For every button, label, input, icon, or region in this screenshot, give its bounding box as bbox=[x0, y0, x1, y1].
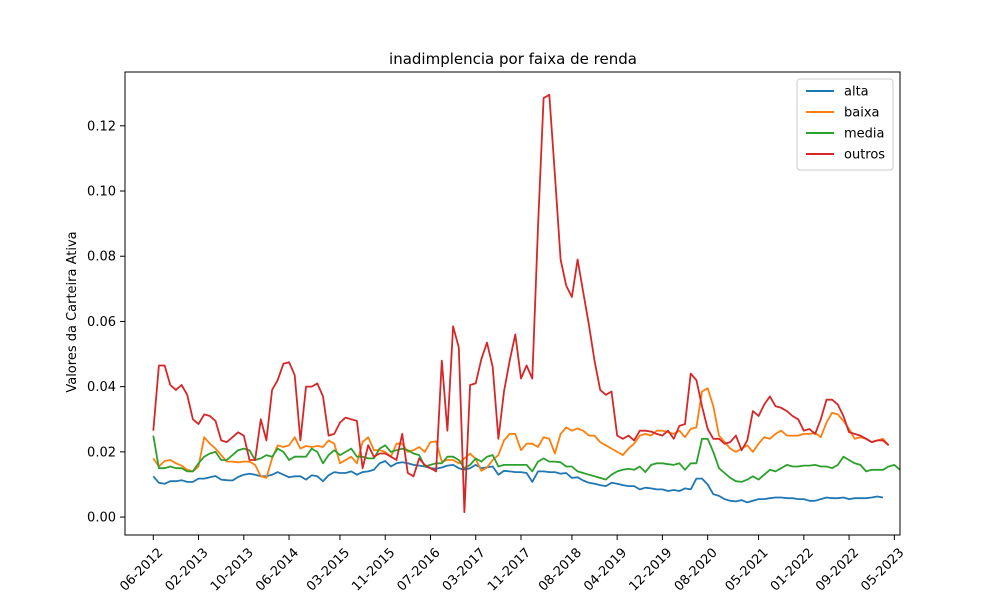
y-tick-label: 0.04 bbox=[87, 380, 116, 395]
series-line-alta bbox=[152, 460, 884, 504]
axes-layer: 0.00 0.02 0.04 0.06 0.08 0.10 0.12 06-201202-20… bbox=[87, 71, 907, 594]
x-tick-label: 05-2021 bbox=[723, 545, 772, 594]
legend-box bbox=[796, 78, 894, 171]
x-tick-label: 06-2012 bbox=[117, 545, 166, 594]
x-tick-label: 11-2015 bbox=[349, 545, 398, 594]
chart-title: inadimplencia por faixa de renda bbox=[389, 50, 637, 68]
legend-label-alta: alta bbox=[844, 85, 869, 100]
series-line-outros bbox=[152, 93, 890, 514]
legend-label-outros: outros bbox=[844, 148, 885, 163]
y-tick-label: 0.02 bbox=[87, 445, 116, 460]
series-layer bbox=[152, 93, 901, 514]
x-tick-label: 12-2019 bbox=[626, 545, 675, 594]
x-tick-label: 01-2022 bbox=[768, 545, 817, 594]
x-tick-label: 09-2022 bbox=[813, 545, 862, 594]
x-tick-label: 08-2018 bbox=[536, 545, 585, 594]
y-axis-title: Valores da Carteira Ativa bbox=[65, 231, 80, 392]
series-line-baixa bbox=[152, 387, 890, 479]
y-tick-label: 0.12 bbox=[87, 119, 116, 134]
x-tick-label: 07-2016 bbox=[395, 545, 444, 594]
x-tick-label: 03-2017 bbox=[440, 545, 489, 594]
series-line-media bbox=[152, 435, 901, 483]
x-tick-label: 03-2015 bbox=[304, 545, 353, 594]
legend-label-baixa: baixa bbox=[844, 106, 880, 121]
x-tick-label: 06-2014 bbox=[253, 545, 302, 594]
plot-frame bbox=[124, 71, 901, 536]
x-tick-label: 05-2023 bbox=[858, 545, 907, 594]
x-tick-label: 04-2019 bbox=[581, 545, 630, 594]
x-tick-label: 08-2020 bbox=[672, 545, 721, 594]
x-tick-label: 11-2017 bbox=[485, 545, 534, 594]
x-tick-label: 02-2013 bbox=[163, 545, 212, 594]
y-tick-label: 0.10 bbox=[87, 185, 116, 200]
y-tick-label: 0.08 bbox=[87, 250, 116, 265]
x-tick-label: 10-2013 bbox=[208, 545, 257, 594]
y-tick-label: 0.06 bbox=[87, 315, 116, 330]
legend: alta baixa media outros bbox=[796, 78, 894, 171]
legend-label-media: media bbox=[844, 127, 885, 142]
y-tick-label: 0.00 bbox=[87, 511, 116, 526]
